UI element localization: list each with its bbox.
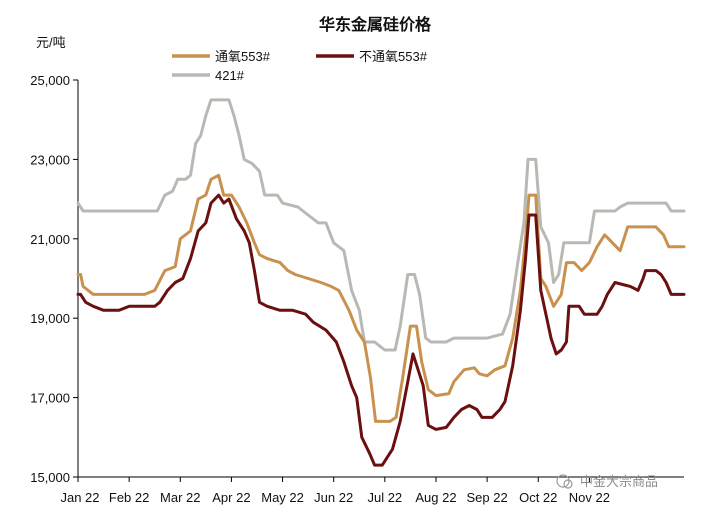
watermark: 中金大宗商品: [556, 474, 658, 489]
x-tick-label: Nov 22: [569, 490, 610, 505]
y-tick-label: 21,000: [30, 232, 70, 247]
series-line-0: [76, 173, 686, 423]
x-tick-label: Aug 22: [415, 490, 456, 505]
x-tick-label: Mar 22: [160, 490, 200, 505]
legend-label-no-oxygen-553: 不通氧553#: [359, 49, 428, 64]
x-tick-label: Oct 22: [519, 490, 557, 505]
series-line-2: [76, 98, 686, 352]
x-tick-label: Sep 22: [467, 490, 508, 505]
chart-title: 华东金属硅价格: [319, 15, 432, 34]
x-tick-label: Jan 22: [60, 490, 99, 505]
wechat-icon-inner: [563, 479, 573, 489]
y-tick-label: 23,000: [30, 152, 70, 167]
x-tick-label: Jul 22: [367, 490, 402, 505]
x-tick-label: Jun 22: [314, 490, 353, 505]
wechat-icon: [556, 474, 570, 488]
y-tick-label: 17,000: [30, 391, 70, 406]
legend: 通氧553# 不通氧553# 421#: [172, 49, 428, 83]
x-axis-ticks: Jan 22 Feb 22 Mar 22 Apr 22 May 22 Jun 22 Jul …: [60, 477, 610, 505]
y-tick-label: 19,000: [30, 311, 70, 326]
x-tick-label: Apr 22: [212, 490, 250, 505]
legend-label-oxygen-553: 通氧553#: [215, 49, 271, 64]
watermark-text: 中金大宗商品: [580, 474, 658, 489]
y-axis-ticks: 15,000 17,000 19,000 21,000 23,000 25,000: [30, 73, 78, 485]
series-line-1: [76, 193, 686, 467]
legend-label-421: 421#: [215, 68, 245, 83]
y-tick-label: 15,000: [30, 470, 70, 485]
y-axis-unit-label: 元/吨: [36, 35, 66, 50]
y-tick-label: 25,000: [30, 73, 70, 88]
series-lines: [76, 98, 686, 467]
x-tick-label: Feb 22: [109, 490, 149, 505]
x-tick-label: May 22: [261, 490, 304, 505]
